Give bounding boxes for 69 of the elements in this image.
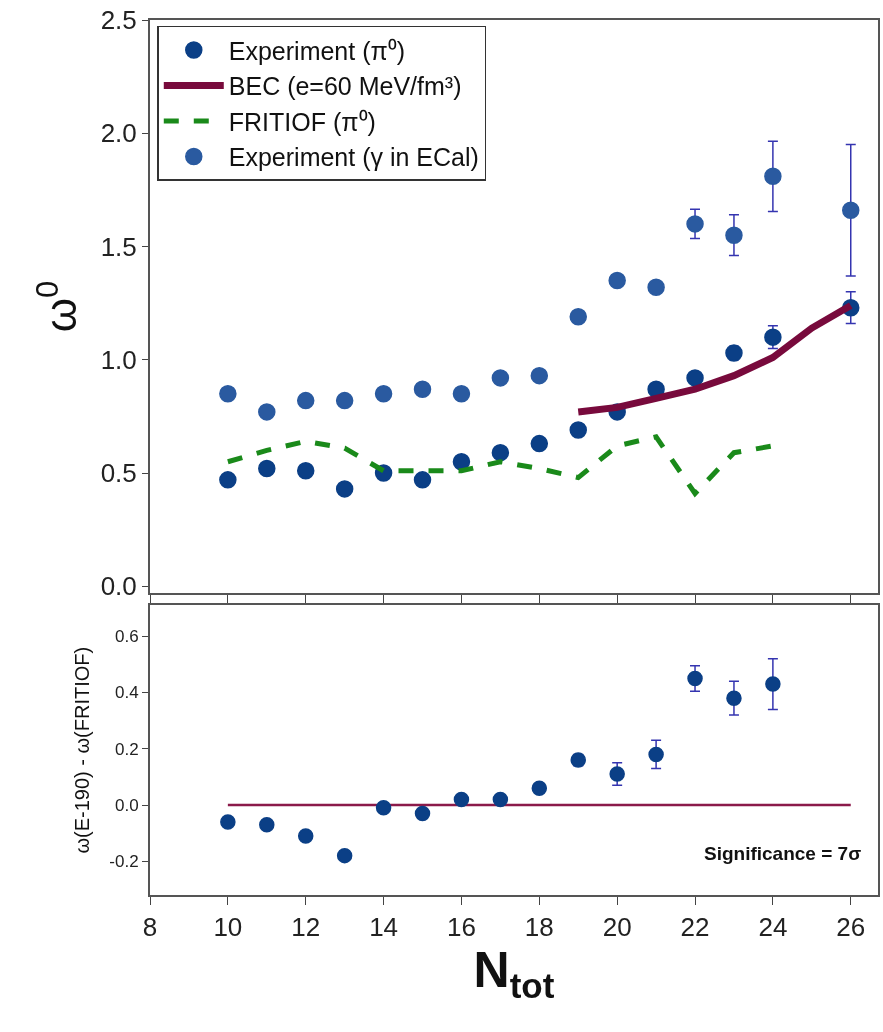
x-axis-title: N$_{tot}$ bbox=[473, 942, 555, 1005]
x-tick-label: 8 bbox=[142, 912, 158, 943]
y-tick-label: 0.6 bbox=[114, 627, 139, 647]
y-tick-label: 2.5 bbox=[100, 5, 137, 36]
point bbox=[764, 167, 782, 186]
point bbox=[530, 366, 549, 385]
x-tick-label: 14 bbox=[369, 912, 399, 943]
y-tick-label: 2.0 bbox=[100, 118, 137, 149]
point bbox=[764, 328, 782, 346]
point bbox=[452, 452, 471, 471]
point bbox=[413, 380, 432, 398]
x-tick-label: 16 bbox=[446, 912, 476, 943]
point bbox=[530, 434, 549, 453]
point bbox=[296, 462, 315, 480]
point bbox=[492, 791, 509, 808]
point bbox=[765, 676, 781, 692]
x-tick-label: 26 bbox=[836, 912, 866, 943]
point bbox=[374, 385, 393, 403]
point bbox=[647, 278, 665, 297]
legend-label: Experiment (γ in ECal) bbox=[228, 143, 479, 172]
y-tick-label: 0.2 bbox=[114, 739, 139, 759]
point bbox=[648, 746, 664, 763]
y-tick-label: 0.4 bbox=[114, 683, 139, 703]
point bbox=[375, 800, 392, 816]
y-tick-label: 0.0 bbox=[114, 795, 139, 815]
x-tick-label: 22 bbox=[680, 912, 710, 943]
legend-label: BEC (e=60 MeV/fm³) bbox=[228, 72, 462, 101]
point bbox=[335, 391, 354, 410]
point bbox=[686, 369, 704, 387]
point bbox=[219, 385, 237, 403]
point bbox=[569, 308, 587, 326]
y-tick-label: 0.0 bbox=[100, 571, 137, 602]
point bbox=[725, 226, 743, 244]
point bbox=[220, 814, 236, 830]
point bbox=[336, 847, 353, 864]
point bbox=[258, 403, 276, 421]
point bbox=[414, 805, 431, 822]
point bbox=[491, 369, 510, 387]
point bbox=[219, 471, 237, 489]
point bbox=[608, 271, 626, 290]
point bbox=[453, 791, 470, 808]
point bbox=[842, 201, 860, 220]
x-tick-label: 12 bbox=[291, 912, 321, 943]
x-tick-label: 20 bbox=[602, 912, 632, 943]
point bbox=[297, 828, 314, 844]
point bbox=[491, 443, 510, 462]
x-tick-label: 24 bbox=[758, 912, 788, 943]
point bbox=[259, 816, 275, 833]
legend-label: FRITIOF (π⁰) bbox=[228, 107, 376, 136]
point bbox=[687, 670, 703, 687]
y-tick-label: 0.5 bbox=[100, 458, 137, 489]
y-tick-label: -0.2 bbox=[109, 852, 139, 872]
x-tick-label: 10 bbox=[213, 912, 243, 943]
legend-label: Experiment (π⁰) bbox=[228, 36, 406, 65]
point bbox=[726, 690, 742, 706]
point bbox=[609, 766, 625, 782]
x-tick-label: 18 bbox=[524, 912, 554, 943]
point bbox=[258, 459, 276, 478]
point bbox=[569, 421, 587, 439]
point bbox=[413, 471, 432, 489]
point bbox=[531, 780, 548, 796]
point bbox=[296, 391, 315, 410]
y-axis-title: ω(E-190) - ω(FRITIOF) bbox=[71, 646, 94, 854]
y-tick-label: 1.5 bbox=[100, 231, 137, 262]
point bbox=[686, 215, 704, 233]
y-tick-label: 1.0 bbox=[100, 344, 137, 375]
annotation: Significance = 7σ bbox=[704, 843, 862, 864]
point bbox=[452, 385, 471, 403]
point bbox=[335, 480, 354, 498]
